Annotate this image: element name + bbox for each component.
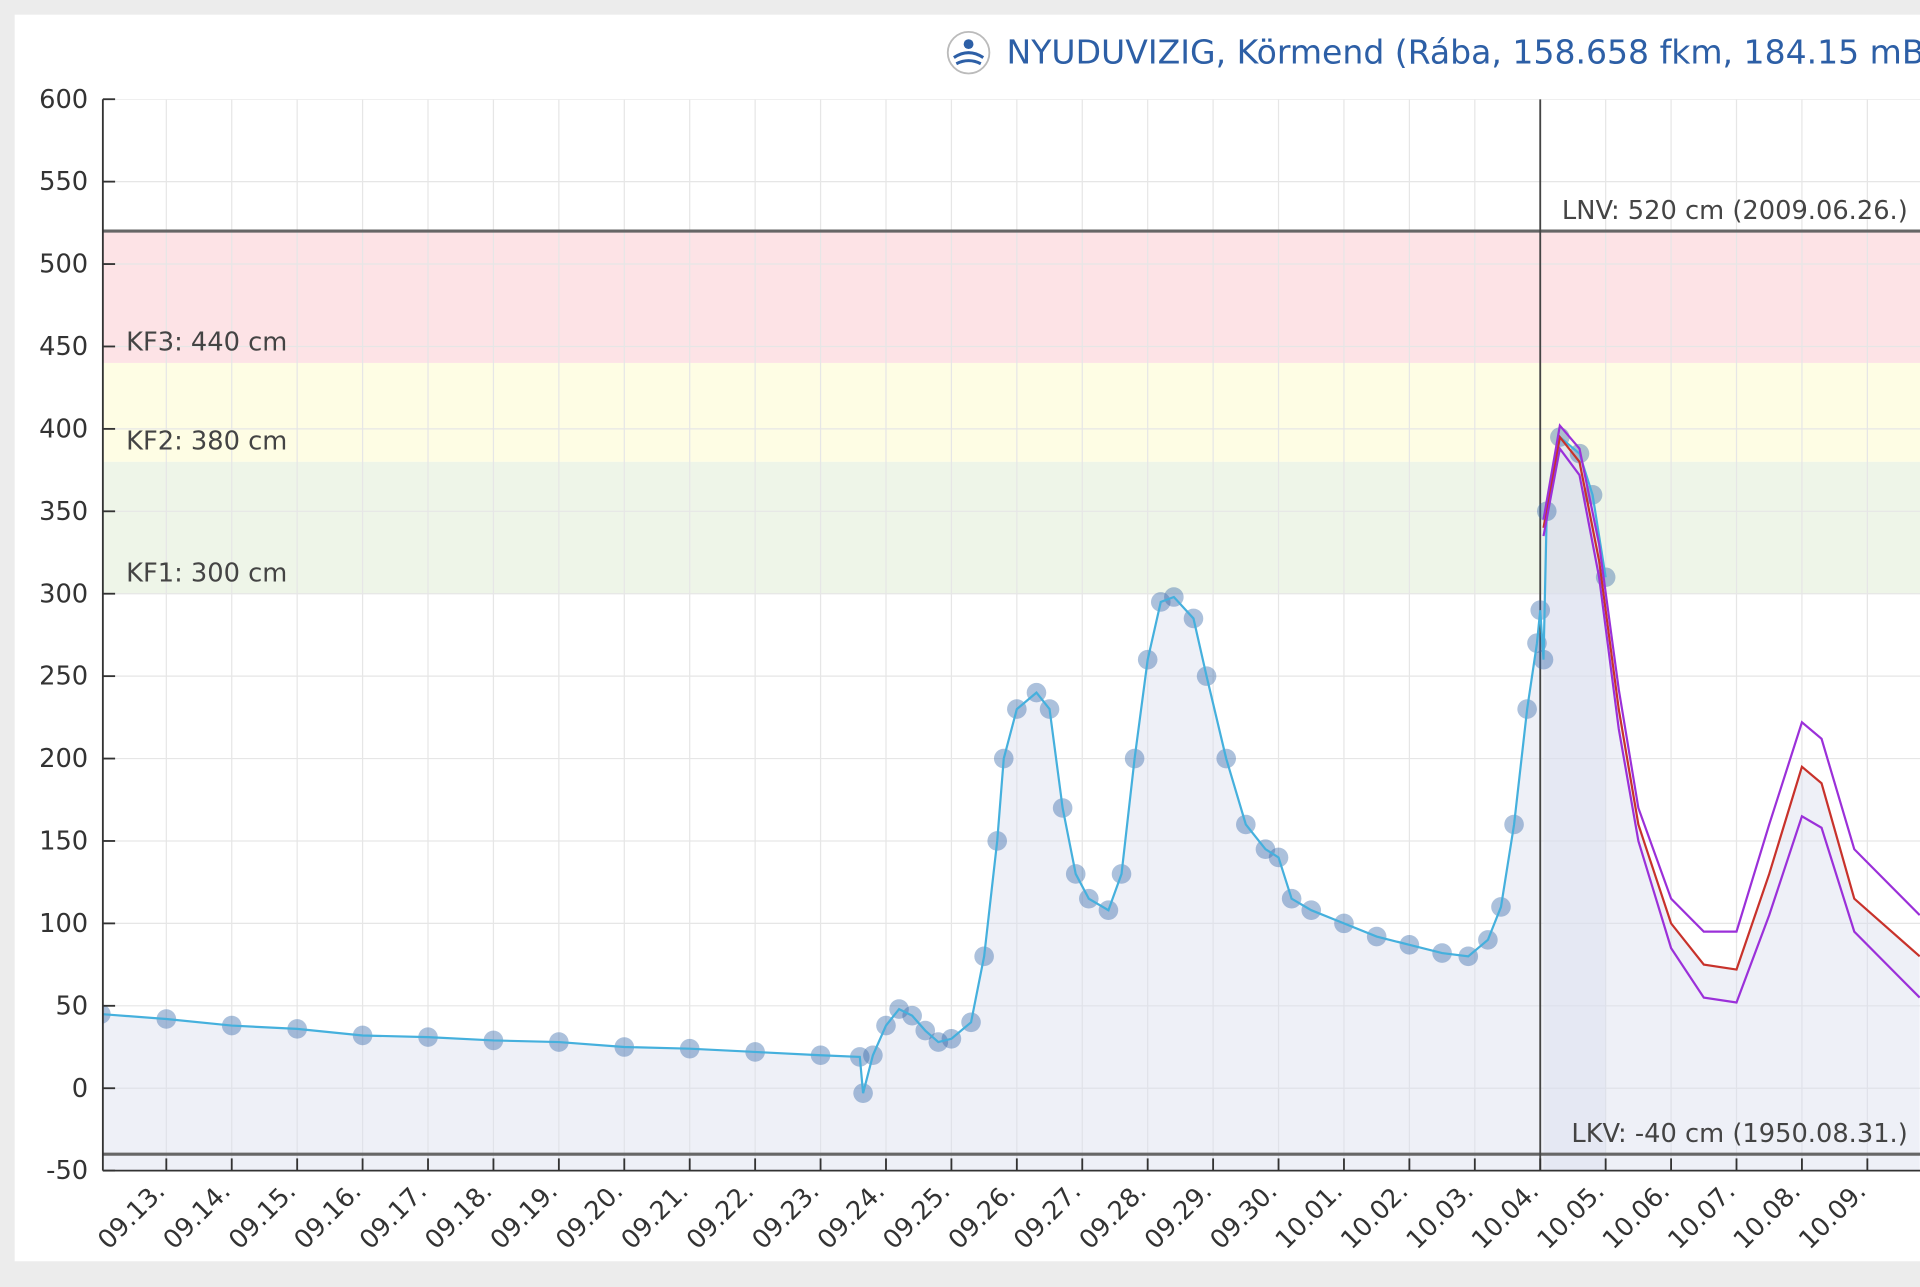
area <box>102 437 1606 1171</box>
y-tick-label: 400 <box>39 414 88 444</box>
threshold-label: KF2: 380 cm <box>126 427 287 457</box>
threshold-band <box>102 362 1920 462</box>
y-tick-label: 500 <box>39 250 88 280</box>
series-line <box>1542 423 1920 933</box>
plot-area <box>102 99 1920 1171</box>
y-tick-label: 150 <box>39 827 88 857</box>
logo <box>946 30 991 75</box>
area <box>1543 437 1920 1171</box>
y-tick-label: 300 <box>39 579 88 609</box>
y-tick-label: 350 <box>39 497 88 527</box>
threshold-label: LNV: 520 cm (2009.06.26.) <box>1562 196 1908 226</box>
y-tick-label: 550 <box>39 167 88 197</box>
threshold-label: LKV: -40 cm (1950.08.31.) <box>1571 1119 1907 1149</box>
threshold-label: KF1: 300 cm <box>126 558 287 588</box>
panel <box>14 14 1920 1262</box>
threshold-label: KF3: 440 cm <box>126 328 287 358</box>
series-line <box>1542 434 1920 971</box>
y-tick-label: 0 <box>72 1074 88 1104</box>
y-tick-label: 200 <box>39 744 88 774</box>
y-tick-label: -50 <box>46 1156 88 1186</box>
threshold-band <box>102 231 1920 363</box>
y-tick-label: 50 <box>55 991 88 1021</box>
threshold-band <box>102 461 1920 594</box>
series-line <box>1542 445 1920 1004</box>
y-tick-label: 450 <box>39 332 88 362</box>
series-line <box>102 435 1607 1094</box>
y-tick-label: 600 <box>39 85 88 115</box>
y-tick-label: 250 <box>39 662 88 692</box>
chart-title: NYUDUVIZIG, Körmend (Rába, 158.658 fkm, … <box>1007 33 1920 72</box>
y-tick-label: 100 <box>39 909 88 939</box>
